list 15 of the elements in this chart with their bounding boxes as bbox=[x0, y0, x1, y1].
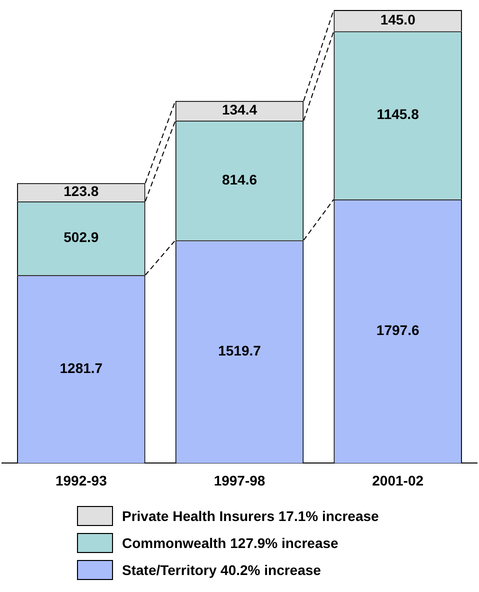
data-label: 502.9 bbox=[64, 229, 99, 246]
x-tick-label: 1992-93 bbox=[55, 472, 108, 488]
data-label: 123.8 bbox=[64, 183, 99, 200]
data-label: 1797.6 bbox=[376, 322, 420, 338]
data-label: 134.4 bbox=[222, 102, 258, 118]
data-label: 1145.8 bbox=[376, 106, 420, 122]
legend-label: State/Territory 40.2% increase bbox=[122, 562, 321, 578]
data-label: 145.0 bbox=[380, 12, 416, 28]
data-label: 814.6 bbox=[222, 171, 258, 188]
legend-label: Commonwealth 127.9% increase bbox=[122, 534, 338, 550]
data-label: 1281.7 bbox=[60, 360, 103, 376]
data-label: 1519.7 bbox=[218, 342, 262, 359]
x-tick-label: 2001-02 bbox=[372, 472, 424, 488]
x-tick-label: 1997-98 bbox=[214, 472, 266, 488]
legend-label: Private Health Insurers 17.1% increase bbox=[122, 508, 379, 524]
